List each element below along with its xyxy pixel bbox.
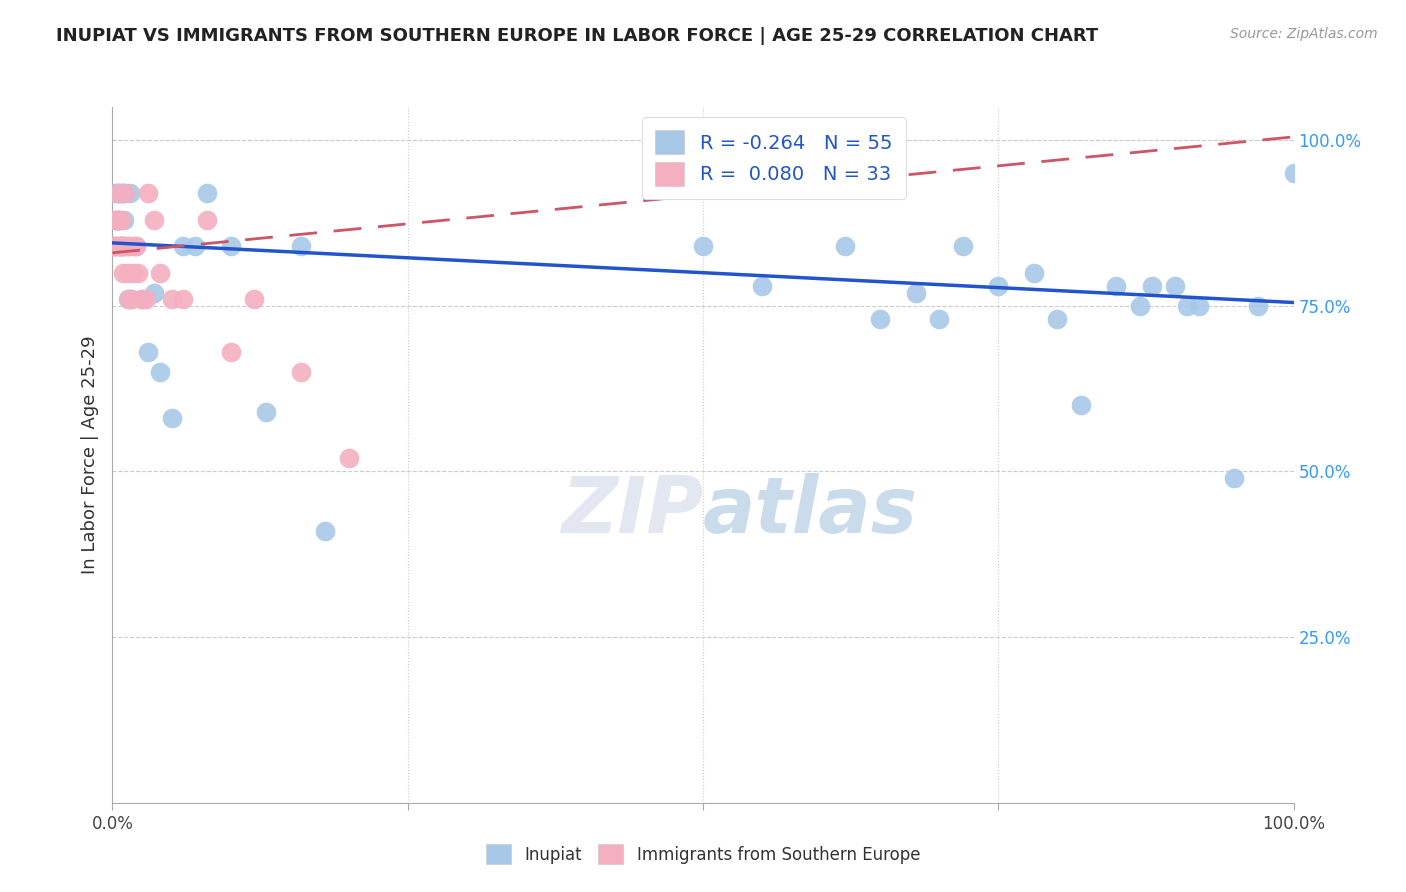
Y-axis label: In Labor Force | Age 25-29: In Labor Force | Age 25-29	[80, 335, 98, 574]
Point	[104, 186, 127, 201]
Point	[219, 345, 242, 359]
Point	[1129, 299, 1152, 313]
Point	[149, 266, 172, 280]
Point	[107, 212, 129, 227]
Point	[127, 266, 149, 280]
Point	[105, 186, 128, 201]
Point	[987, 279, 1010, 293]
Point	[112, 239, 135, 253]
Text: ZIP: ZIP	[561, 473, 703, 549]
Point	[149, 365, 172, 379]
Point	[120, 292, 142, 306]
Point	[1175, 299, 1198, 313]
Text: INUPIAT VS IMMIGRANTS FROM SOUTHERN EUROPE IN LABOR FORCE | AGE 25-29 CORRELATIO: INUPIAT VS IMMIGRANTS FROM SOUTHERN EURO…	[56, 27, 1098, 45]
Point	[112, 266, 135, 280]
Point	[111, 239, 134, 253]
Point	[1188, 299, 1211, 313]
Point	[120, 292, 142, 306]
Point	[110, 239, 132, 253]
Point	[195, 212, 218, 227]
Point	[1140, 279, 1163, 293]
Point	[314, 524, 336, 538]
Text: Source: ZipAtlas.com: Source: ZipAtlas.com	[1230, 27, 1378, 41]
Point	[111, 186, 134, 201]
Point	[160, 292, 183, 306]
Point	[131, 292, 153, 306]
Point	[117, 292, 139, 306]
Point	[1022, 266, 1045, 280]
Point	[118, 292, 141, 306]
Point	[108, 239, 131, 253]
Point	[1282, 166, 1305, 180]
Point	[1223, 471, 1246, 485]
Point	[107, 212, 129, 227]
Point	[184, 239, 207, 253]
Point	[160, 411, 183, 425]
Point	[110, 186, 132, 201]
Point	[904, 285, 927, 300]
Point	[172, 292, 194, 306]
Point	[751, 279, 773, 293]
Point	[105, 212, 128, 227]
Point	[107, 239, 129, 253]
Point	[1164, 279, 1187, 293]
Point	[195, 186, 218, 201]
Point	[105, 212, 128, 227]
Point	[1105, 279, 1128, 293]
Point	[104, 239, 127, 253]
Point	[136, 186, 159, 201]
Point	[103, 239, 125, 253]
Point	[254, 405, 277, 419]
Point	[120, 186, 142, 201]
Point	[121, 266, 143, 280]
Legend: Inupiat, Immigrants from Southern Europe: Inupiat, Immigrants from Southern Europe	[479, 838, 927, 871]
Point	[290, 365, 312, 379]
Point	[112, 212, 135, 227]
Point	[243, 292, 266, 306]
Point	[928, 312, 950, 326]
Point	[111, 239, 134, 253]
Point	[131, 292, 153, 306]
Point	[105, 212, 128, 227]
Point	[290, 239, 312, 253]
Point	[108, 239, 131, 253]
Point	[117, 266, 139, 280]
Point	[692, 239, 714, 253]
Point	[105, 212, 128, 227]
Point	[142, 285, 165, 300]
Point	[125, 239, 148, 253]
Point	[136, 345, 159, 359]
Point	[142, 212, 165, 227]
Point	[115, 239, 138, 253]
Point	[337, 451, 360, 466]
Text: atlas: atlas	[703, 473, 918, 549]
Point	[114, 186, 136, 201]
Point	[105, 239, 128, 253]
Point	[108, 212, 131, 227]
Point	[110, 212, 132, 227]
Point	[120, 239, 142, 253]
Point	[107, 186, 129, 201]
Point	[172, 239, 194, 253]
Point	[952, 239, 974, 253]
Point	[1046, 312, 1069, 326]
Point	[135, 292, 157, 306]
Point	[112, 239, 135, 253]
Point	[107, 186, 129, 201]
Point	[869, 312, 891, 326]
Point	[112, 186, 135, 201]
Point	[125, 239, 148, 253]
Point	[834, 239, 856, 253]
Point	[115, 239, 138, 253]
Point	[1070, 398, 1092, 412]
Point	[122, 239, 145, 253]
Point	[103, 239, 125, 253]
Point	[1247, 299, 1270, 313]
Point	[219, 239, 242, 253]
